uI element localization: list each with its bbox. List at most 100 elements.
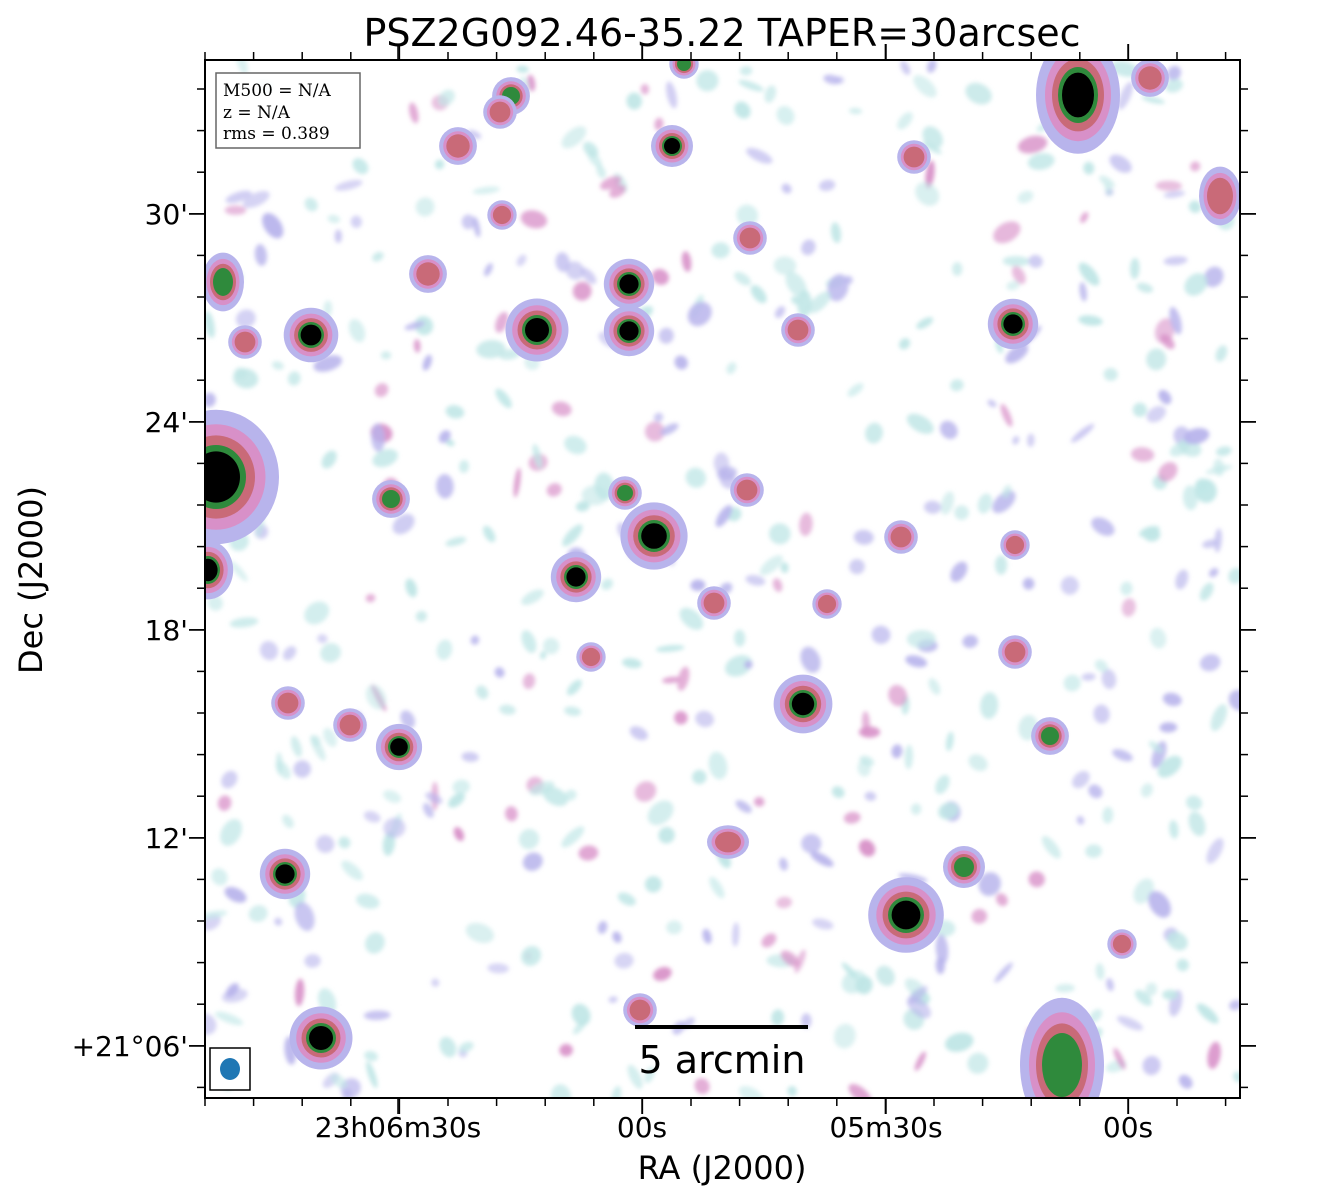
noise-blob (1093, 704, 1110, 724)
noise-blob (374, 383, 389, 398)
noise-blob (812, 918, 834, 930)
source-contour (1041, 727, 1059, 745)
noise-blob (674, 355, 688, 370)
noise-blob (1002, 256, 1030, 267)
source-contour (1005, 535, 1025, 555)
noise-blob (608, 996, 618, 1003)
source-contour (715, 831, 741, 853)
source-contour (205, 558, 218, 582)
noise-blob (575, 501, 590, 512)
noise-blob (211, 868, 228, 886)
noise-blob (1188, 200, 1202, 213)
noise-blob (1109, 154, 1132, 173)
noise-blob (363, 1010, 391, 1021)
noise-blob (1103, 367, 1118, 381)
noise-blob (438, 89, 455, 107)
source-contour (891, 900, 921, 930)
noise-blob (1129, 257, 1140, 280)
noise-blob (271, 361, 284, 370)
noise-blob (647, 800, 674, 826)
noise-blob (925, 160, 935, 189)
info-mass: M500 = N/A (223, 81, 332, 101)
radio-source (603, 258, 655, 310)
radio-source (576, 642, 606, 672)
noise-blob (1085, 844, 1102, 858)
radio-sources (205, 60, 1240, 1098)
noise-blob (1232, 1071, 1240, 1083)
noise-blob (800, 646, 821, 673)
noise-blob (229, 560, 248, 582)
noise-blob (666, 920, 682, 935)
noise-blob (472, 186, 500, 195)
noise-blob (1017, 135, 1048, 154)
noise-blob (445, 439, 455, 447)
noise-blob (1188, 811, 1206, 837)
noise-blob (810, 851, 834, 867)
radio-source (812, 589, 842, 619)
y-axis-label: Dec (J2000) (12, 486, 50, 674)
noise-blob (1117, 81, 1134, 110)
noise-blob (781, 183, 792, 194)
noise-blob (1028, 871, 1045, 888)
noise-blobs (205, 60, 1240, 1098)
noise-blob (644, 421, 665, 442)
noise-blob (1130, 447, 1155, 462)
noise-blob (242, 190, 270, 209)
noise-blob (205, 311, 215, 339)
noise-blob (666, 81, 678, 109)
noise-blob (914, 1051, 926, 1071)
noise-blob (1070, 423, 1095, 443)
radio-source (697, 586, 731, 620)
noise-blob (578, 845, 599, 861)
noise-blob (833, 1023, 856, 1049)
source-contour (489, 101, 511, 123)
x-axis-tick-labels: 23h06m30s 00s 05m30s 00s (315, 1111, 1153, 1144)
noise-blob (562, 524, 583, 547)
noise-blob (445, 536, 467, 547)
source-contour (234, 331, 256, 353)
noise-blob (1116, 1015, 1144, 1031)
source-contour (382, 490, 400, 508)
noise-blob (1078, 262, 1100, 286)
noise-blob (487, 963, 509, 974)
noise-blob (935, 934, 949, 965)
noise-blob (1121, 598, 1136, 617)
beam-ellipse (220, 1058, 240, 1080)
noise-blob (1163, 190, 1186, 198)
noise-blob (341, 860, 363, 881)
noise-blob (400, 710, 416, 729)
noise-blob (431, 978, 440, 987)
noise-blob (338, 836, 351, 849)
source-contour (390, 738, 408, 756)
noise-blob (205, 392, 216, 408)
noise-blob (365, 593, 376, 603)
noise-blob (1162, 692, 1182, 707)
noise-blob (235, 309, 256, 329)
noise-blob (791, 296, 801, 305)
noise-blob (356, 893, 380, 909)
source-contour (300, 324, 322, 346)
noise-blob (738, 1085, 764, 1098)
noise-blob (801, 239, 816, 256)
noise-blob (1088, 784, 1103, 799)
noise-blob (580, 267, 597, 285)
source-contour (787, 319, 809, 341)
noise-blob (992, 490, 1016, 514)
noise-blob (572, 281, 592, 301)
noise-blob (1196, 1003, 1219, 1024)
source-contour (739, 227, 761, 249)
noise-blob (627, 1064, 643, 1089)
noise-blob (746, 147, 773, 164)
noise-blob (994, 962, 1013, 983)
noise-blob (364, 1050, 378, 1062)
noise-blob (448, 792, 465, 808)
source-contour (1138, 66, 1162, 90)
noise-blob (978, 872, 1001, 897)
noise-blob (764, 85, 777, 103)
noise-blob (365, 684, 387, 710)
noise-blob (453, 827, 465, 841)
radio-source (1031, 717, 1069, 755)
noise-blob (327, 214, 341, 224)
noise-blob (521, 589, 544, 605)
noise-blob (551, 401, 572, 417)
